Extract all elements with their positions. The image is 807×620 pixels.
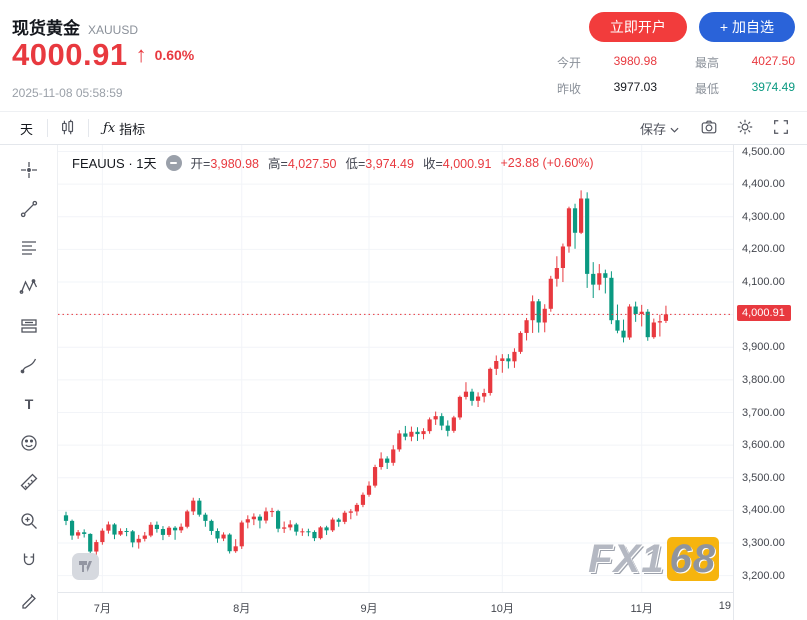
save-button[interactable]: 保存: [630, 114, 689, 142]
candlestick-chart[interactable]: [58, 145, 733, 592]
fx168-watermark: FX1 68: [588, 537, 719, 582]
emoji-tool[interactable]: [16, 430, 42, 456]
indicators-label: 指标: [119, 121, 146, 137]
price-tick-label: 3,300.00: [742, 537, 785, 550]
time-tick-label: 8月: [233, 603, 251, 615]
edit-pencil-tool[interactable]: [16, 586, 42, 612]
up-arrow-icon: ↑: [135, 42, 147, 67]
camera-icon: [700, 118, 718, 139]
fx-icon: ƒx: [103, 120, 116, 136]
time-tick-label: 10月: [490, 603, 514, 615]
symbol-label: XAUUSD: [88, 23, 139, 37]
tradingview-logo[interactable]: [72, 553, 99, 580]
price-tick-label: 3,700.00: [742, 406, 785, 419]
fullscreen-button[interactable]: [765, 114, 797, 142]
ruler-tool[interactable]: [16, 469, 42, 495]
header-buttons: 立即开户 + 加自选: [588, 12, 795, 42]
timestamp: 2025-11-08 05:58:59: [12, 86, 123, 100]
chevron-down-icon: [670, 121, 679, 136]
candlestick-icon: [59, 118, 77, 139]
trendline-tool[interactable]: [16, 196, 42, 222]
price-tick-label: 3,900.00: [742, 341, 785, 354]
watermark-gold: 68: [666, 537, 719, 581]
time-tick-label: 7月: [93, 603, 111, 615]
toolbar-right: 保存: [630, 114, 797, 142]
legend-toggle-icon[interactable]: [165, 154, 182, 171]
page-title: 现货黄金: [12, 19, 80, 38]
time-axis-edge-label: 19: [718, 600, 731, 612]
header: 现货黄金 XAUUSD 立即开户 + 加自选 4000.91 ↑ 0.60% 2…: [0, 0, 807, 111]
interval-button[interactable]: 天: [10, 114, 43, 142]
add-watchlist-button[interactable]: + 加自选: [698, 12, 795, 42]
gear-icon: [736, 118, 754, 139]
chart-toolbar: 天 ƒx 指标 保存: [0, 111, 807, 145]
fullscreen-icon: [772, 118, 790, 139]
price-tick-label: 4,500.00: [742, 145, 785, 158]
candlestick-style-button[interactable]: [52, 114, 84, 142]
pattern-tool[interactable]: [16, 274, 42, 300]
text-tool[interactable]: T: [16, 391, 42, 417]
last-price-tag: 4,000.91: [737, 305, 791, 322]
legend-high: 高=4,027.50: [268, 157, 337, 171]
magnet-tool[interactable]: [16, 547, 42, 573]
title-row: 现货黄金 XAUUSD: [12, 14, 138, 39]
chart-region: T: [0, 145, 807, 620]
chart-main: FEAUUS · 1天 开=3,980.98 高=4,027.50 低=3,97…: [58, 145, 733, 620]
price-value: 4000.91: [12, 37, 128, 72]
toolbar-divider: [47, 119, 49, 137]
price-tick-label: 3,200.00: [742, 569, 785, 582]
price-row: 4000.91 ↑ 0.60%: [12, 37, 194, 73]
time-tick-label: 9月: [360, 603, 378, 615]
legend-low: 低=3,974.49: [345, 157, 414, 171]
save-label: 保存: [639, 121, 666, 137]
chart-legend: FEAUUS · 1天 开=3,980.98 高=4,027.50 低=3,97…: [72, 153, 594, 172]
camera-snapshot-button[interactable]: [693, 114, 725, 142]
crosshair-tool[interactable]: [16, 157, 42, 183]
stat-value: 3974.49: [751, 80, 795, 94]
price-tick-label: 4,300.00: [742, 210, 785, 223]
price-tick-label: 3,600.00: [742, 439, 785, 452]
legend-change: +23.88 (+0.60%): [500, 155, 594, 170]
brush-tool[interactable]: [16, 352, 42, 378]
stat-label: 最高: [695, 56, 720, 70]
stat-label: 今开: [557, 56, 582, 70]
stat-value: 3977.03: [613, 80, 657, 94]
zoom-tool[interactable]: [16, 508, 42, 534]
watermark-fx: FX1: [588, 537, 665, 581]
stat-label: 最低: [695, 82, 720, 96]
price-axis[interactable]: 4,000.91 4,500.00 4,400.00 4,300.00 4,200.0…: [733, 145, 807, 620]
stat-value: 4027.50: [751, 54, 795, 68]
time-tick-label: 11月: [630, 603, 653, 615]
stat-open: 今开 3980.98: [557, 54, 657, 71]
price-tick-label: 3,400.00: [742, 504, 785, 517]
indicators-button[interactable]: ƒx 指标: [93, 114, 155, 142]
stat-label: 昨收: [557, 82, 582, 96]
stat-value: 3980.98: [613, 54, 657, 68]
open-account-button[interactable]: 立即开户: [588, 12, 687, 42]
price-tick-label: 4,200.00: [742, 243, 785, 256]
time-axis[interactable]: 19 7月 8月 9月 10月 11月: [58, 592, 733, 620]
stat-high: 最高 4027.50: [695, 54, 795, 71]
legend-symbol[interactable]: FEAUUS · 1天: [72, 156, 157, 171]
drawing-toolbar: T: [0, 145, 58, 620]
price-tick-label: 3,800.00: [742, 373, 785, 386]
svg-text:T: T: [24, 396, 33, 412]
price-tick-label: 4,400.00: [742, 178, 785, 191]
toolbar-divider: [88, 119, 90, 137]
legend-open: 开=3,980.98: [190, 157, 259, 171]
stat-prev-close: 昨收 3977.03: [557, 80, 657, 97]
price-tick-label: 4,100.00: [742, 276, 785, 289]
legend-close: 收=4,000.91: [422, 157, 492, 171]
stat-low: 最低 3974.49: [695, 80, 795, 97]
fib-retracement-tool[interactable]: [16, 235, 42, 261]
price-tick-label: 3,500.00: [742, 471, 785, 484]
settings-button[interactable]: [729, 114, 761, 142]
stats-panel: 今开 3980.98 最高 4027.50 昨收 3977.03 最低 3974…: [557, 54, 795, 97]
forecast-position-tool[interactable]: [16, 313, 42, 339]
change-percent: 0.60%: [154, 47, 195, 63]
